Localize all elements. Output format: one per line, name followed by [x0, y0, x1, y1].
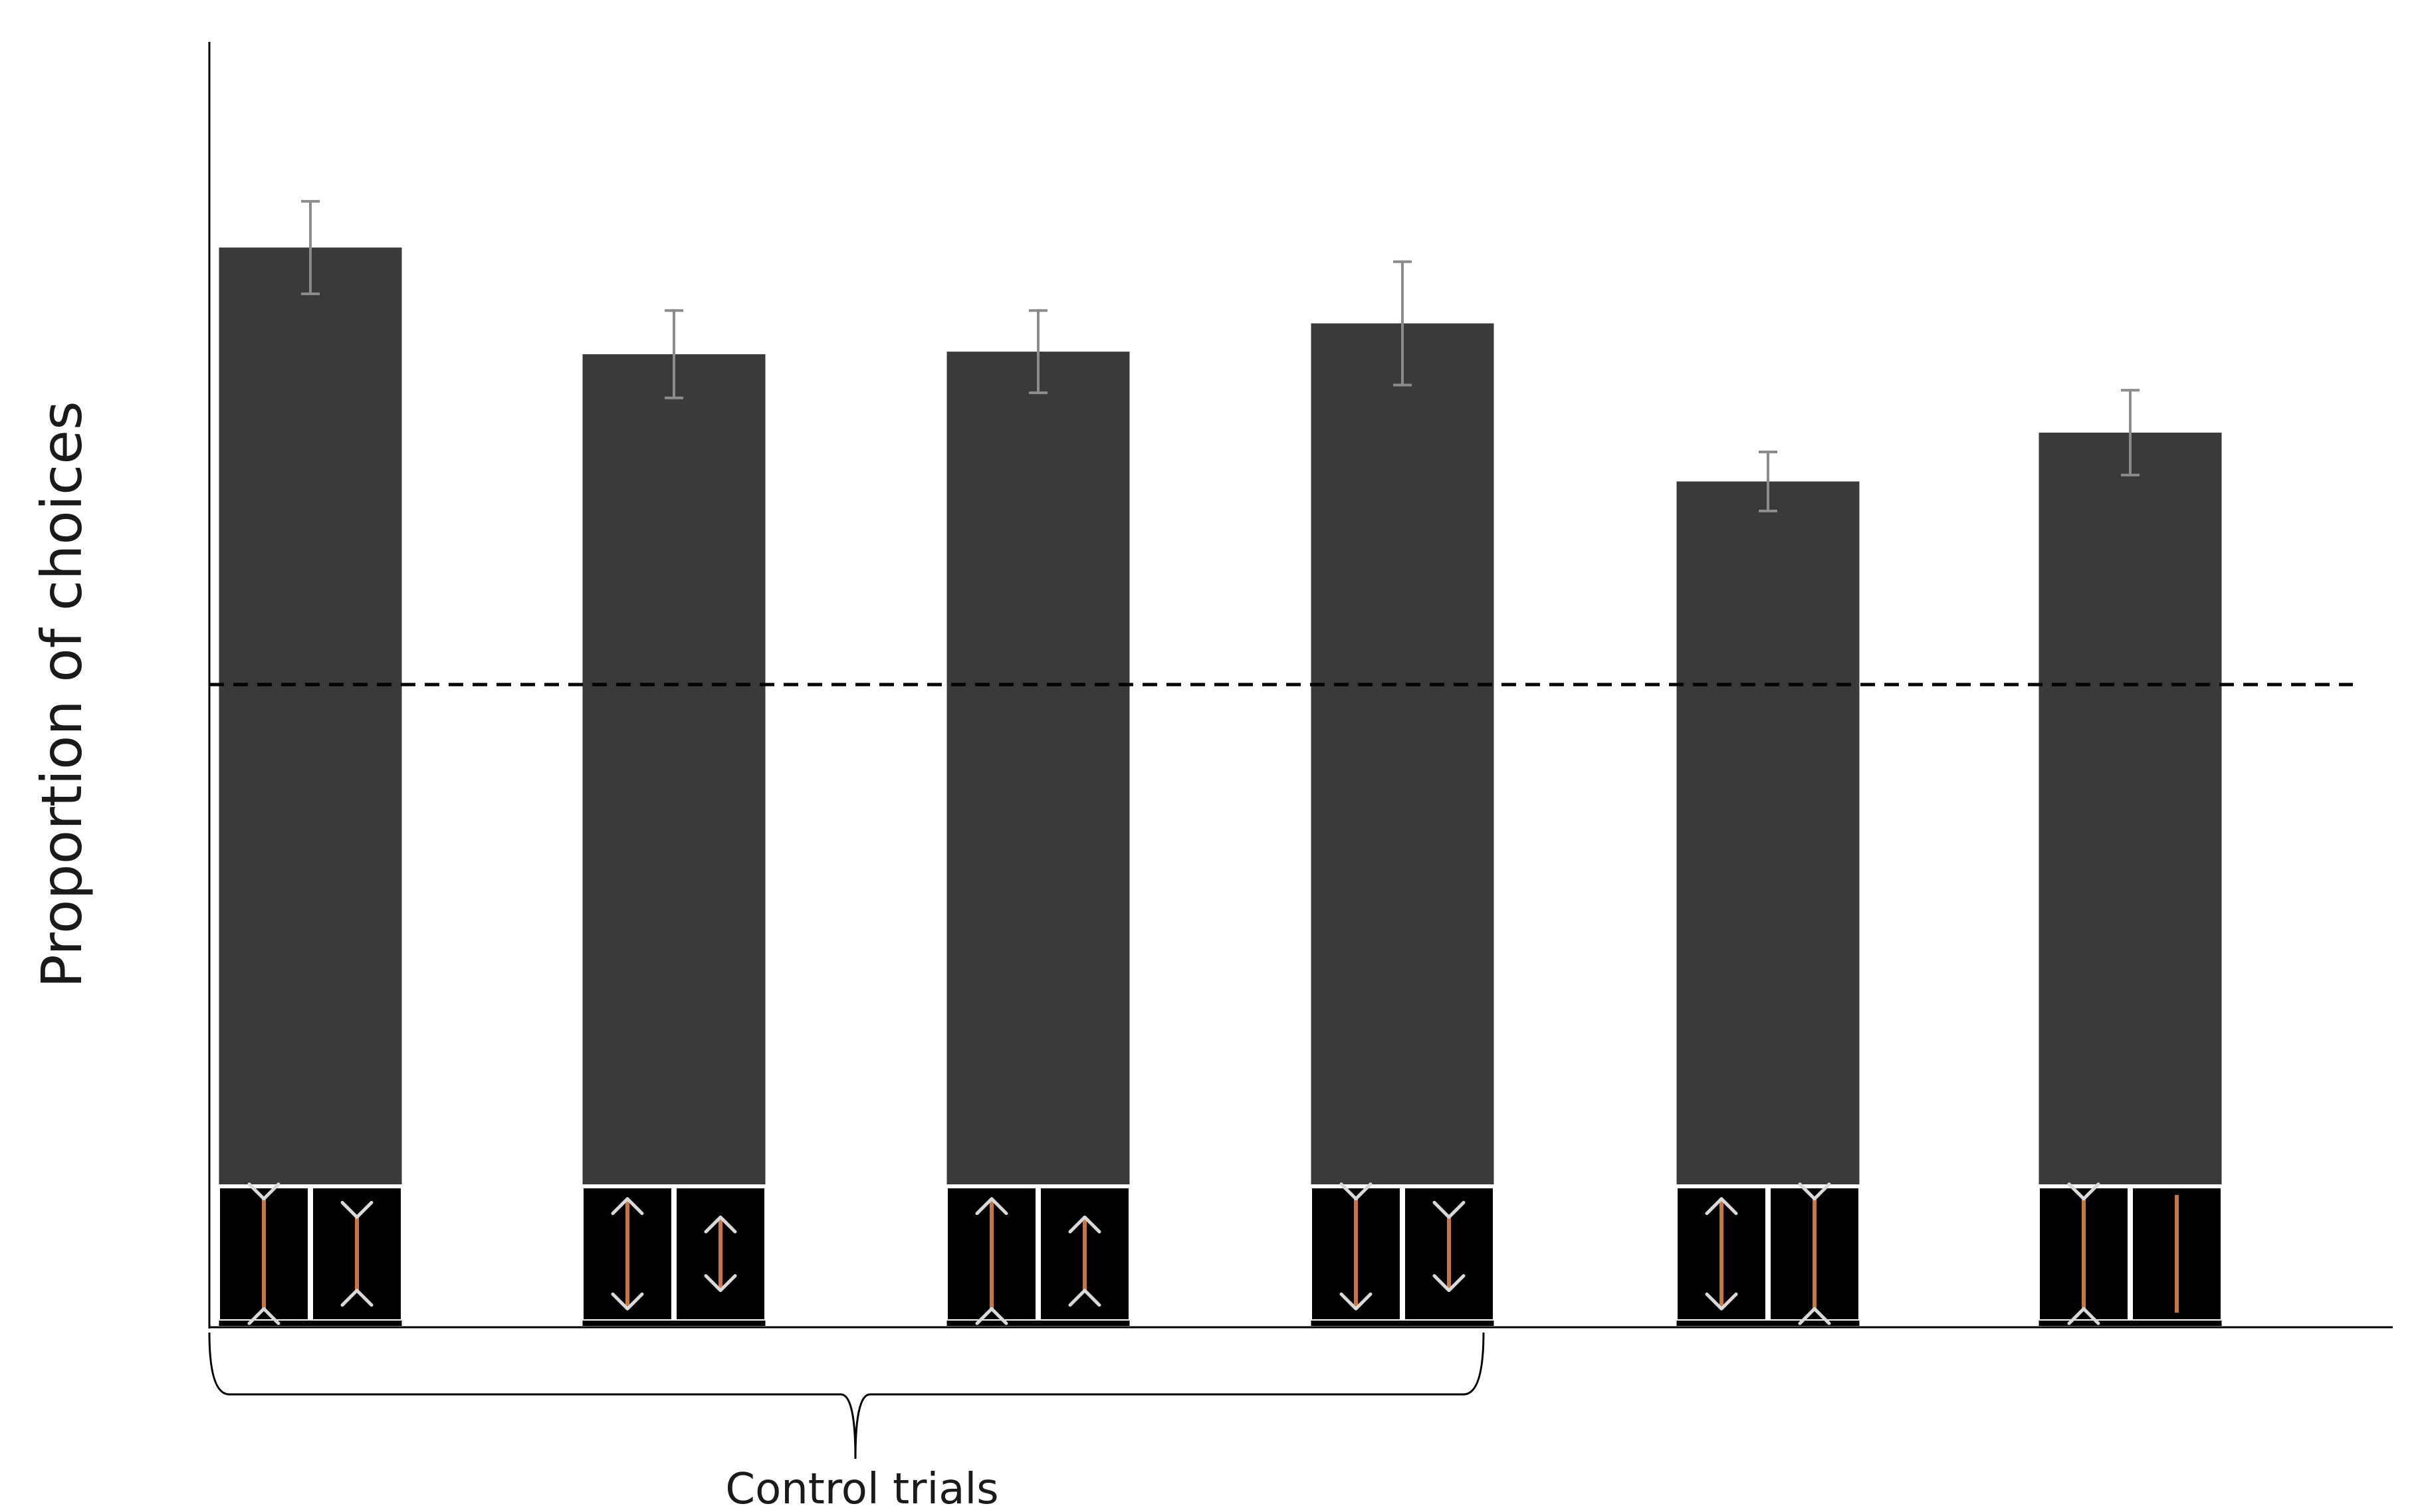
arrowhead-end — [611, 1197, 644, 1216]
fin-end — [2067, 1182, 2100, 1201]
arrowhead-end — [704, 1274, 737, 1293]
stimulus-pair-overall-size — [2039, 1182, 2222, 1326]
fin-end — [1798, 1182, 1831, 1201]
stimulus-pair-b — [582, 1188, 766, 1326]
arrowhead-end — [1705, 1197, 1738, 1216]
fin-end — [1432, 1200, 1466, 1219]
fin-end — [247, 1307, 280, 1325]
control-trials-bracket — [208, 1332, 1485, 1459]
bar-d — [1311, 323, 1494, 1184]
error-bar-d — [1393, 260, 1412, 387]
bar-illusion — [1676, 481, 1860, 1184]
error-bars-layer — [209, 199, 2353, 687]
fin-end — [340, 1200, 374, 1219]
y-axis-title: Proportion of choices — [29, 401, 94, 988]
stimulus-base-strip — [1676, 1321, 1860, 1326]
error-bar-illusion — [1759, 450, 1777, 512]
bar-b — [582, 354, 766, 1185]
stimulus-base-strip — [582, 1321, 766, 1326]
arrowhead-end — [1339, 1292, 1373, 1311]
bar-a — [219, 247, 402, 1185]
axes-layer — [208, 42, 2393, 1459]
error-bar-c — [1029, 309, 1048, 394]
stimulus-pair-d — [1311, 1182, 1494, 1326]
error-bar-a — [301, 199, 320, 296]
fin-end — [1068, 1289, 1101, 1307]
fin-end — [247, 1182, 280, 1201]
fin-end — [340, 1289, 374, 1307]
stimulus-icons-layer — [219, 1182, 2222, 1326]
error-bar-b — [665, 309, 683, 399]
fin-end — [1339, 1182, 1373, 1201]
stimulus-base-strip — [219, 1321, 402, 1326]
arrowhead-end — [1705, 1292, 1738, 1311]
error-bar-overall-size — [2121, 389, 2140, 477]
stimulus-base-strip — [1311, 1321, 1494, 1326]
bar-c — [946, 352, 1130, 1184]
stimulus-base-strip — [946, 1321, 1130, 1326]
stimulus-base-strip — [2039, 1321, 2222, 1326]
fin-end — [2067, 1307, 2100, 1325]
stimulus-pair-a — [219, 1182, 402, 1326]
arrowhead-end — [704, 1215, 737, 1234]
arrowhead-end — [611, 1292, 644, 1311]
stimulus-pair-illusion — [1676, 1182, 1860, 1326]
fin-end — [975, 1307, 1008, 1325]
group-bracket-label: Control trials — [725, 1465, 998, 1512]
bar-overall-size — [2039, 432, 2222, 1184]
arrowhead-end — [975, 1197, 1008, 1216]
fin-end — [1798, 1307, 1831, 1325]
stimulus-pair-c — [946, 1188, 1130, 1326]
arrowhead-end — [1068, 1215, 1101, 1234]
bars-layer — [219, 247, 2222, 1185]
arrowhead-end — [1432, 1274, 1466, 1293]
